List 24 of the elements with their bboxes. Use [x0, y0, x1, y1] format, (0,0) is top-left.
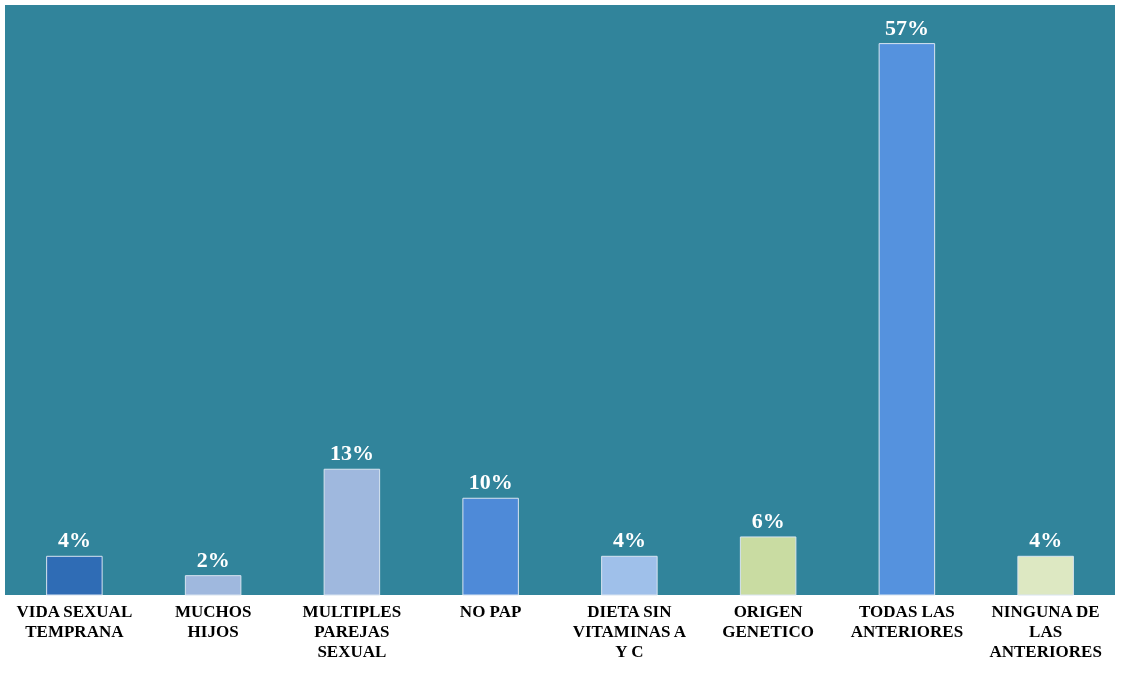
x-tick-label: NO PAP [459, 601, 522, 621]
data-label: 4% [612, 527, 646, 553]
bar [46, 555, 103, 596]
data-label: 10% [468, 469, 513, 495]
bar [739, 536, 797, 596]
bar [878, 43, 936, 596]
data-label: 4% [1029, 527, 1063, 553]
bar [323, 468, 381, 596]
data-label: 6% [751, 507, 785, 533]
x-tick-label: TODAS LAS ANTERIORES [850, 601, 964, 641]
bar [462, 497, 519, 596]
bar [601, 555, 658, 596]
x-tick-label: ORIGEN GENETICO [722, 601, 814, 641]
bar [184, 575, 242, 596]
data-label: 2% [196, 546, 230, 572]
data-label: 4% [57, 527, 91, 553]
x-tick-label: NINGUNA DE LAS ANTERIORES [989, 601, 1102, 661]
data-label: 57% [884, 14, 929, 40]
x-tick-label: MUCHOS HIJOS [174, 601, 252, 641]
data-label: 13% [329, 440, 374, 466]
bar [1017, 555, 1074, 596]
x-tick-label: VIDA SEXUAL TEMPRANA [16, 601, 133, 641]
x-tick-label: MULTIPLES PAREJAS SEXUAL [302, 601, 402, 661]
x-tick-label: DIETA SIN VITAMINAS A Y C [572, 601, 687, 661]
